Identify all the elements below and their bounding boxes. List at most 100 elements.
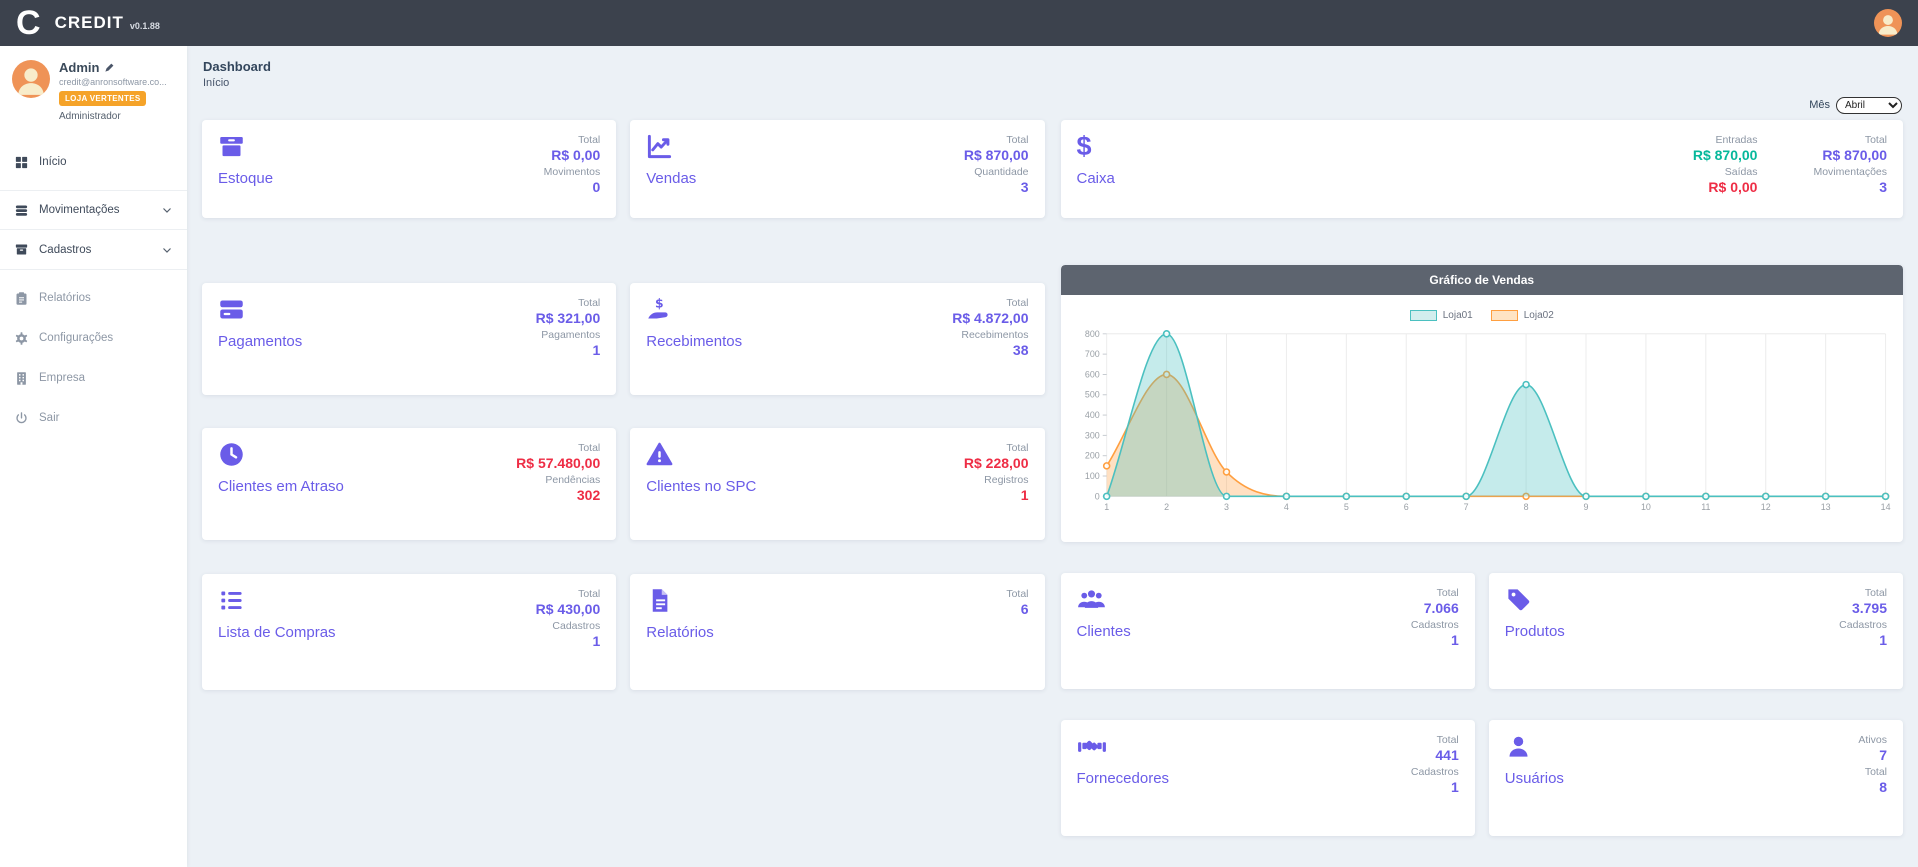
- chevron-down-icon: [161, 204, 173, 216]
- archive-icon: [14, 242, 29, 257]
- dollar-icon: $: [1077, 133, 1107, 161]
- stat-value: 1: [964, 487, 1029, 503]
- card-title[interactable]: Fornecedores: [1077, 770, 1170, 787]
- stat-value: 38: [952, 342, 1028, 358]
- card-title[interactable]: Estoque: [218, 170, 273, 187]
- user-name: Admin: [59, 60, 99, 75]
- stat-value: 3: [964, 179, 1029, 195]
- stat-value: 1: [1411, 632, 1459, 648]
- stat-label: Total: [1858, 766, 1887, 778]
- navbar-avatar[interactable]: [1874, 9, 1902, 37]
- stat-label: Total: [1411, 734, 1459, 746]
- card-title[interactable]: Pagamentos: [218, 333, 302, 350]
- card-title[interactable]: Clientes em Atraso: [218, 478, 344, 495]
- stat-label: Total: [536, 297, 601, 309]
- users-group-icon: [1077, 586, 1107, 614]
- right-card-column: $ Caixa Entradas R$ 870,00 Saídas R$ 0,0…: [1061, 120, 1904, 836]
- card-title[interactable]: Produtos: [1505, 623, 1565, 640]
- stat-label: Total: [516, 442, 600, 454]
- pencil-edit-icon[interactable]: [104, 62, 115, 73]
- card-title[interactable]: Clientes: [1077, 623, 1131, 640]
- sidebar-item-label: Sair: [39, 412, 59, 424]
- sidebar-item-empresa[interactable]: Empresa: [0, 358, 187, 398]
- stat-label: Recebimentos: [952, 329, 1028, 341]
- svg-text:1: 1: [1104, 502, 1109, 512]
- legend-loja01[interactable]: Loja01: [1410, 310, 1473, 321]
- sidebar-item-cadastros[interactable]: Cadastros: [0, 230, 187, 270]
- card-title[interactable]: Relatórios: [646, 624, 714, 641]
- card-clientes: Clientes Total 7.066 Cadastros 1: [1061, 573, 1475, 689]
- stat-value: R$ 0,00: [1693, 179, 1758, 195]
- card-title[interactable]: Vendas: [646, 170, 696, 187]
- sales-area-chart[interactable]: 1234567891011121314010020030040050060070…: [1071, 325, 1894, 521]
- stat-value: 7.066: [1411, 600, 1459, 616]
- stat-label: Ativos: [1858, 734, 1887, 746]
- card-caixa: $ Caixa Entradas R$ 870,00 Saídas R$ 0,0…: [1061, 120, 1904, 218]
- card-pagamentos: Pagamentos Total R$ 321,00 Pagamentos 1: [202, 283, 616, 395]
- svg-text:5: 5: [1343, 502, 1348, 512]
- stat-value: 302: [516, 487, 600, 503]
- stat-label: Total: [1813, 134, 1887, 146]
- building-icon: [14, 371, 29, 386]
- card-title[interactable]: Caixa: [1077, 170, 1115, 187]
- stat-value: R$ 228,00: [964, 455, 1029, 471]
- card-title[interactable]: Clientes no SPC: [646, 478, 756, 495]
- stat-label: Pagamentos: [536, 329, 601, 341]
- sidebar-item-label: Cadastros: [39, 244, 91, 256]
- month-label: Mês: [1809, 99, 1830, 111]
- svg-text:800: 800: [1084, 329, 1099, 339]
- stat-value: 3.795: [1839, 600, 1887, 616]
- stat-value: R$ 870,00: [1693, 147, 1758, 163]
- svg-text:400: 400: [1084, 410, 1099, 420]
- app-logo: C: [16, 0, 41, 46]
- stat-value: R$ 0,00: [544, 147, 601, 163]
- svg-text:100: 100: [1084, 471, 1099, 481]
- stat-label: Total: [1839, 587, 1887, 599]
- stat-label: Total: [964, 442, 1029, 454]
- left-card-column: Estoque Total R$ 0,00 Movimentos 0: [202, 120, 1045, 836]
- stat-label: Cadastros: [1839, 619, 1887, 631]
- svg-text:13: 13: [1820, 502, 1830, 512]
- credit-card-icon: [218, 296, 248, 324]
- top-navbar: C CREDIT v0.1.88: [0, 0, 1918, 46]
- month-select[interactable]: Abril: [1836, 97, 1902, 114]
- stat-label: Entradas: [1693, 134, 1758, 146]
- svg-text:4: 4: [1283, 502, 1288, 512]
- sidebar-avatar[interactable]: [12, 60, 50, 98]
- sidebar-item-relatorios[interactable]: Relatórios: [0, 278, 187, 318]
- svg-text:0: 0: [1094, 491, 1099, 501]
- user-block: Admin credit@anronsoftware.co... LOJA VE…: [0, 46, 187, 132]
- card-title[interactable]: Recebimentos: [646, 333, 742, 350]
- legend-loja02[interactable]: Loja02: [1491, 310, 1554, 321]
- svg-text:10: 10: [1640, 502, 1650, 512]
- breadcrumb: Início: [203, 77, 1903, 89]
- card-produtos: Produtos Total 3.795 Cadastros 1: [1489, 573, 1903, 689]
- stat-value: 441: [1411, 747, 1459, 763]
- stat-value: 8: [1858, 779, 1887, 795]
- stat-value: 7: [1858, 747, 1887, 763]
- card-title[interactable]: Lista de Compras: [218, 624, 336, 641]
- sidebar-item-movimentacoes[interactable]: Movimentações: [0, 190, 187, 230]
- sidebar-item-inicio[interactable]: Início: [0, 142, 187, 182]
- stack-icon: [14, 203, 29, 218]
- stat-label: Total: [536, 588, 601, 600]
- brand-name: CREDIT: [55, 13, 124, 33]
- card-title[interactable]: Usuários: [1505, 770, 1564, 787]
- stat-label: Total: [544, 134, 601, 146]
- stat-label: Total: [952, 297, 1028, 309]
- svg-text:500: 500: [1084, 390, 1099, 400]
- stat-value: R$ 4.872,00: [952, 310, 1028, 326]
- warning-icon: [646, 441, 676, 469]
- sidebar-item-label: Início: [39, 156, 67, 168]
- card-usuarios: Usuários Ativos 7 Total 8: [1489, 720, 1903, 836]
- stat-label: Quantidade: [964, 166, 1029, 178]
- chevron-down-icon: [161, 244, 173, 256]
- sidebar-item-label: Movimentações: [39, 204, 120, 216]
- sidebar: Admin credit@anronsoftware.co... LOJA VE…: [0, 46, 187, 867]
- card-estoque: Estoque Total R$ 0,00 Movimentos 0: [202, 120, 616, 218]
- svg-text:7: 7: [1463, 502, 1468, 512]
- sidebar-item-configuracoes[interactable]: Configurações: [0, 318, 187, 358]
- svg-text:14: 14: [1880, 502, 1890, 512]
- sidebar-item-sair[interactable]: Sair: [0, 398, 187, 438]
- card-lista-de-compras: Lista de Compras Total R$ 430,00 Cadastr…: [202, 574, 616, 690]
